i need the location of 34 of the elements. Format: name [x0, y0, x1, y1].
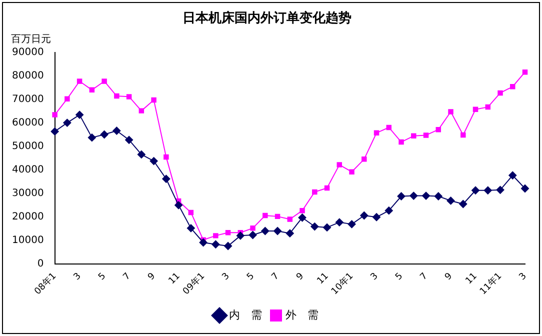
- x-tick-label: 7: [122, 271, 133, 283]
- y-axis-title: 百万日元: [11, 34, 51, 46]
- x-tick-label: 3: [220, 271, 232, 283]
- x-tick-label: 3: [518, 271, 529, 283]
- y-tick-label: 70000: [12, 94, 44, 106]
- x-tick-label: 11: [167, 271, 182, 287]
- y-tick-label: 30000: [12, 188, 44, 200]
- x-tick-label: 11年1: [478, 270, 504, 297]
- x-tick-label: 09年1: [180, 270, 208, 297]
- x-tick-label: 10年1: [329, 270, 356, 297]
- x-tick-label: 5: [394, 271, 406, 283]
- y-tick-label: 50000: [12, 141, 44, 152]
- x-tick-label: 9: [443, 271, 455, 283]
- legend-label: 内 需: [229, 308, 262, 322]
- y-tick-label: 40000: [12, 164, 44, 176]
- x-tick-label: 5: [245, 271, 257, 283]
- x-tick-label: 08年1: [32, 270, 59, 297]
- x-tick-label: 9: [146, 271, 158, 283]
- x-tick-label: 3: [369, 271, 380, 283]
- y-tick-label: 90000: [12, 47, 44, 58]
- y-tick-label: 20000: [12, 212, 44, 222]
- x-tick-label: 5: [96, 271, 108, 283]
- y-tick-label: 10000: [12, 234, 44, 246]
- x-tick-label: 7: [270, 271, 282, 283]
- x-tick-label: 11: [464, 271, 480, 287]
- x-tick-label: 7: [418, 271, 430, 283]
- legend-label: 外 需: [286, 308, 318, 322]
- y-tick-label: 0: [37, 258, 44, 270]
- y-tick-label: 80000: [12, 70, 44, 82]
- x-tick-label: 11: [316, 271, 331, 287]
- x-tick-label: 9: [294, 271, 306, 283]
- chart-title: 日本机床国内外订单变化趋势: [182, 10, 352, 26]
- y-tick-label: 60000: [12, 118, 44, 129]
- x-tick-label: 3: [72, 271, 84, 283]
